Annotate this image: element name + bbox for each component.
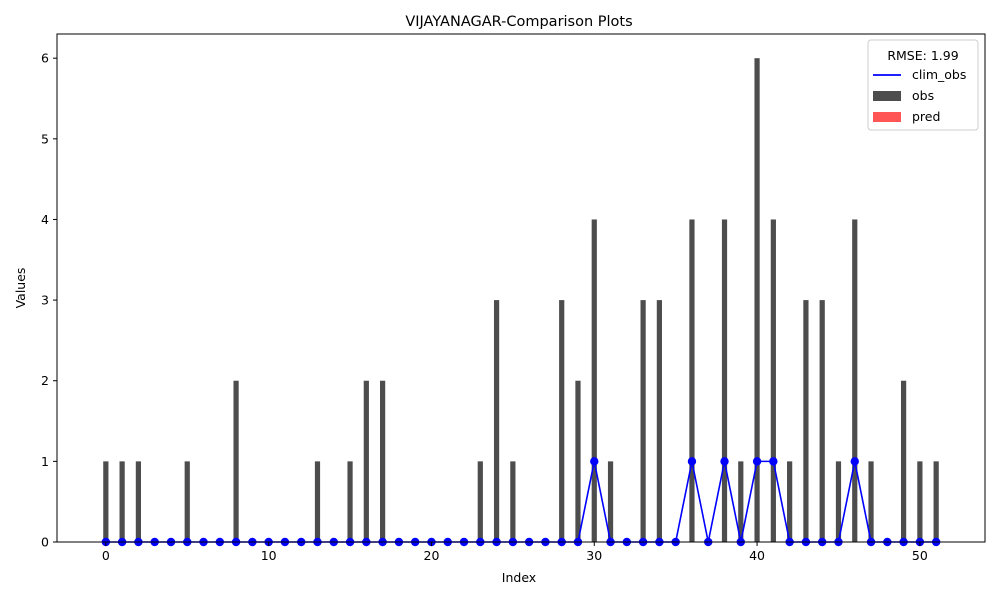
obs-bar (510, 461, 516, 542)
obs-bar (347, 461, 353, 542)
legend-title: RMSE: 1.99 (887, 48, 958, 63)
obs-bar (787, 461, 793, 542)
x-tick-label: 0 (102, 548, 110, 563)
y-tick-label: 5 (41, 131, 49, 146)
legend-label-clim-obs: clim_obs (912, 67, 966, 82)
y-tick-label: 0 (41, 535, 49, 550)
obs-bar (803, 300, 809, 542)
chart-title: VIJAYANAGAR-Comparison Plots (405, 14, 632, 30)
x-tick-label: 20 (424, 548, 440, 563)
obs-bar (754, 58, 760, 542)
legend-box (867, 39, 979, 131)
clim-obs-point (769, 457, 778, 466)
clim-obs-point (850, 457, 859, 466)
obs-bar (640, 300, 646, 542)
obs-bar (689, 219, 695, 542)
legend-label-pred: pred (912, 109, 940, 124)
y-axis-label: Values (13, 268, 28, 309)
obs-bar (819, 300, 825, 542)
obs-bar (607, 461, 614, 542)
x-axis-label: Index (502, 570, 536, 585)
legend: RMSE: 1.99 clim_obs obs pred (867, 39, 979, 131)
obs-bar (380, 380, 386, 542)
obs-bar (477, 461, 483, 542)
bars-group (103, 58, 939, 542)
x-axis-ticks: 0 10 20 30 40 50 (102, 542, 928, 563)
obs-bar (103, 461, 109, 542)
clim-obs-point (720, 457, 729, 466)
obs-bar (835, 461, 842, 542)
obs-bar (559, 300, 565, 542)
obs-bar (852, 219, 858, 542)
clim-obs-line (105, 460, 937, 543)
obs-bar (868, 461, 874, 542)
obs-bar (770, 219, 776, 542)
obs-bar (900, 380, 907, 542)
y-tick-label: 2 (41, 373, 49, 388)
obs-bar (575, 380, 581, 542)
obs-bar (738, 461, 744, 542)
obs-bar (135, 461, 142, 542)
x-tick-label: 30 (586, 548, 602, 563)
obs-bar (233, 380, 239, 542)
y-tick-label: 1 (41, 454, 49, 469)
x-tick-label: 40 (749, 548, 765, 563)
legend-swatch-pred (873, 112, 901, 122)
obs-bar (917, 461, 923, 542)
obs-bar (933, 461, 939, 542)
obs-bar (493, 300, 500, 542)
clim-obs-line-group (101, 457, 941, 547)
obs-bar (363, 380, 369, 542)
obs-bar (721, 219, 728, 542)
clim-obs-point (687, 457, 697, 466)
y-tick-label: 4 (41, 212, 49, 227)
obs-bar (591, 219, 597, 542)
obs-bar (656, 300, 662, 542)
y-axis-ticks: 0 1 2 3 4 5 6 (41, 51, 57, 550)
legend-swatch-obs (873, 91, 901, 101)
clim-obs-point (752, 457, 762, 466)
obs-bar (184, 461, 190, 542)
y-tick-label: 3 (41, 293, 49, 308)
x-tick-label: 50 (912, 548, 928, 563)
x-tick-label: 10 (261, 548, 277, 563)
plot-frame (56, 33, 986, 543)
y-tick-label: 6 (41, 51, 49, 66)
legend-label-obs: obs (912, 88, 934, 103)
obs-bar (119, 461, 125, 542)
obs-bar (314, 461, 321, 542)
clim-obs-point (590, 457, 599, 466)
